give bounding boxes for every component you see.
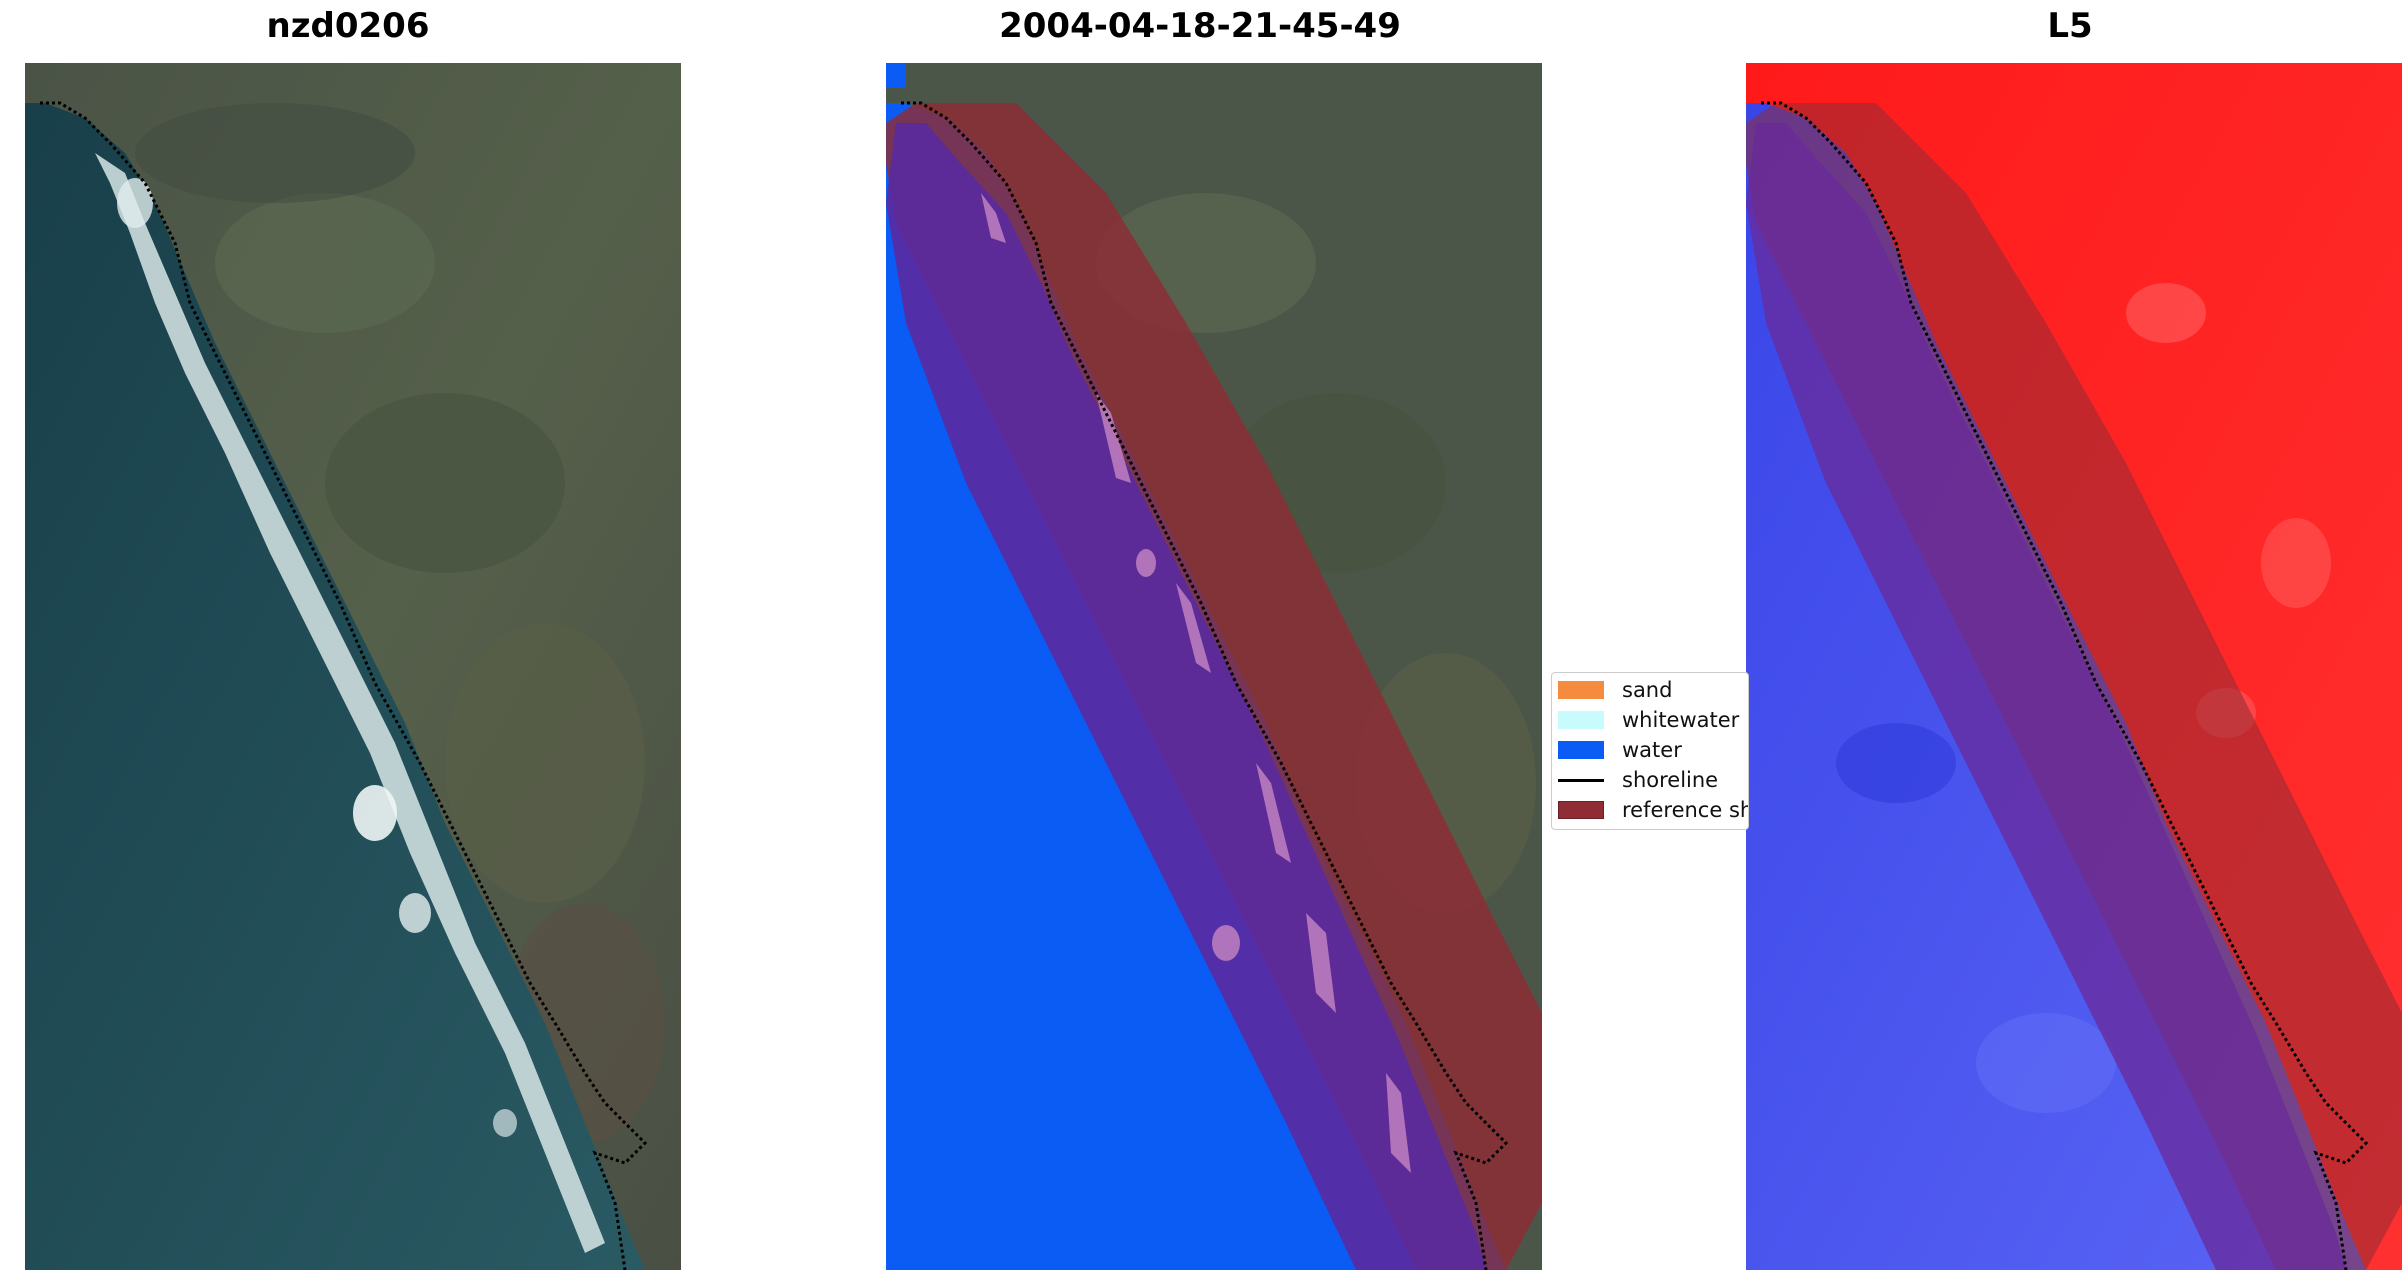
legend-label: shoreline — [1622, 768, 1719, 792]
legend-label: whitewater — [1622, 708, 1740, 732]
surf-zone — [95, 153, 605, 1253]
legend-item-water: water — [1558, 737, 1682, 763]
rgb-image-panel — [25, 63, 681, 1270]
legend-item-shoreline: shoreline — [1558, 767, 1718, 793]
index-image-panel — [1746, 63, 2402, 1270]
legend-item-sand: sand — [1558, 677, 1672, 703]
panel-title-index: L5 — [2047, 6, 2093, 46]
shoreline — [40, 101, 648, 1270]
legend-label: water — [1622, 738, 1682, 762]
shoreline-line-swatch — [1558, 778, 1604, 782]
whitewater-swatch — [1558, 711, 1604, 729]
classified-image-panel — [886, 63, 1542, 1270]
legend-label: sand — [1622, 678, 1673, 702]
reference-buffer-swatch — [1558, 801, 1604, 819]
shoreline — [1761, 101, 2369, 1270]
legend-label: reference shoreline buffer — [1622, 798, 1748, 822]
panel-title-classified: 2004-04-18-21-45-49 — [999, 6, 1401, 46]
legend-item-whitewater: whitewater — [1558, 707, 1739, 733]
legend: sand whitewater water shoreline referenc… — [1551, 672, 1749, 830]
sand-swatch — [1558, 681, 1604, 699]
shoreline — [901, 101, 1509, 1270]
rgb-image — [25, 63, 681, 1270]
legend-item-reference-shoreline-buffer: reference shoreline buffer — [1558, 797, 1748, 823]
classified-image — [886, 63, 1542, 1270]
water-swatch — [1558, 741, 1604, 759]
index-image — [1746, 63, 2402, 1270]
panel-title-rgb: nzd0206 — [266, 6, 430, 46]
